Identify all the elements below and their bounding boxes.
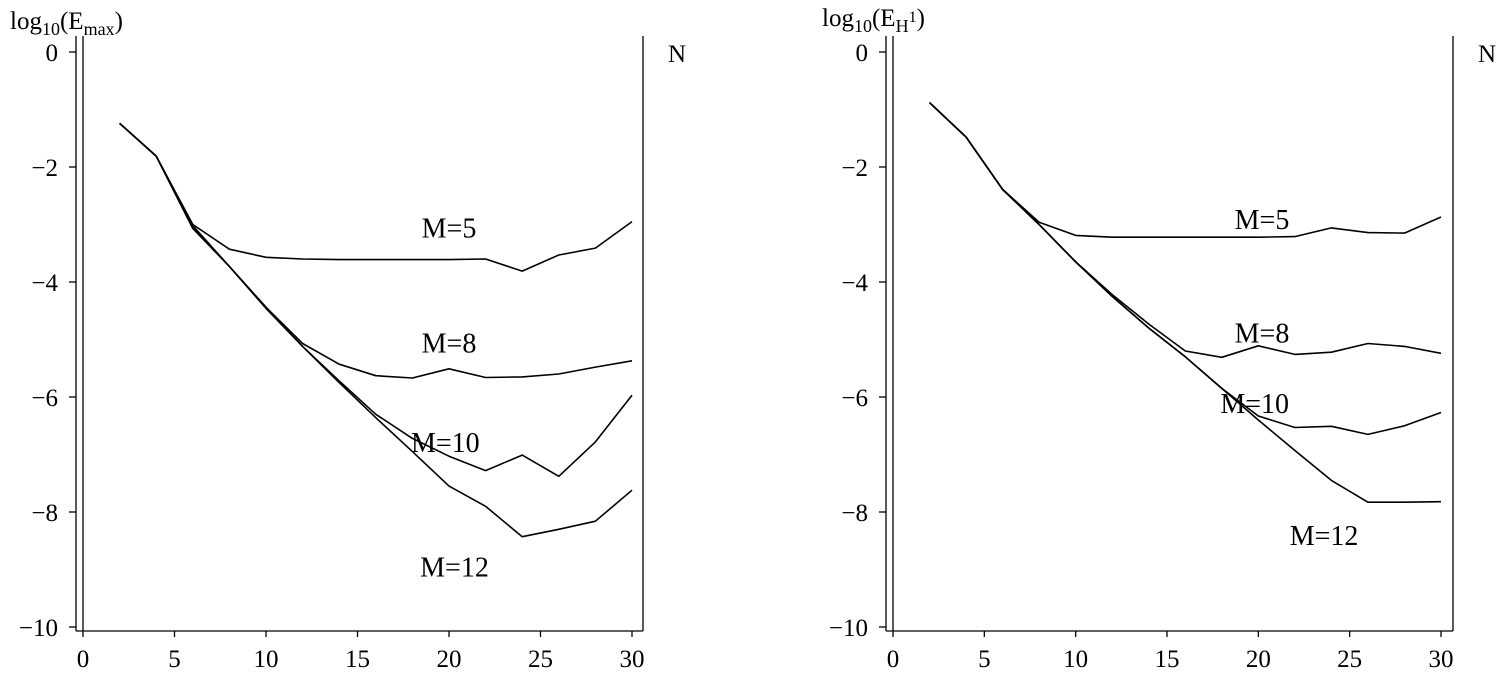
x-tick-label: 5 bbox=[168, 646, 181, 673]
series-annotation: M=12 bbox=[420, 553, 489, 584]
y-tick-label: −6 bbox=[31, 385, 58, 412]
x-tick-label: 30 bbox=[620, 646, 645, 673]
y-tick-label: −8 bbox=[841, 500, 868, 527]
x-tick-label: 25 bbox=[1337, 646, 1362, 673]
svg-text:log10(EH1): log10(EH1) bbox=[822, 5, 925, 36]
x-tick-label: 5 bbox=[978, 646, 991, 673]
y-tick-label: −4 bbox=[31, 270, 58, 297]
series-annotation: M=5 bbox=[422, 213, 477, 244]
y-tick-label: 0 bbox=[46, 40, 59, 67]
y-tick-label: −8 bbox=[31, 500, 58, 527]
ylabel-right: log10(EH1) bbox=[822, 5, 925, 36]
xlabel-left: N bbox=[668, 41, 686, 68]
y-tick-label: −2 bbox=[31, 155, 58, 182]
series-annotation: M=5 bbox=[1235, 205, 1290, 236]
x-tick-label: 20 bbox=[437, 646, 462, 673]
series-line-m10 bbox=[928, 102, 1442, 436]
y-tick-label: −10 bbox=[829, 615, 868, 642]
x-tick-label: 20 bbox=[1246, 646, 1271, 673]
svg-text:log10(Emax): log10(Emax) bbox=[10, 8, 123, 39]
series-annotation: M=8 bbox=[1235, 319, 1290, 350]
series-annotation: M=10 bbox=[411, 428, 480, 459]
y-tick-label: −10 bbox=[19, 615, 58, 642]
chart-left: log10(Emax) N 0 −2 −4 −6 −8 −10 0 5 10 15 20 25 30 M=… bbox=[10, 8, 686, 673]
xlabel-right: N bbox=[1478, 41, 1496, 68]
x-tick-label: 15 bbox=[345, 646, 370, 673]
y-tick-label: −4 bbox=[841, 270, 868, 297]
x-tick-label: 15 bbox=[1155, 646, 1180, 673]
y-tick-label: −6 bbox=[841, 385, 868, 412]
series-annotation: M=8 bbox=[422, 328, 477, 359]
ylabel-left: log10(Emax) bbox=[10, 8, 123, 39]
x-tick-label: 30 bbox=[1429, 646, 1454, 673]
chart-right: log10(EH1) N 0 −2 −4 −6 −8 −10 0 5 10 15 20 25 30 M=5… bbox=[822, 5, 1496, 673]
series-line-m5 bbox=[119, 122, 633, 272]
y-tick-label: −2 bbox=[841, 155, 868, 182]
y-tick-label: 0 bbox=[856, 40, 869, 67]
series-line-m12 bbox=[928, 102, 1442, 504]
x-tick-label: 25 bbox=[528, 646, 553, 673]
x-tick-label: 0 bbox=[77, 646, 90, 673]
series-line-m8 bbox=[928, 102, 1442, 359]
x-tick-label: 10 bbox=[254, 646, 279, 673]
plot-area-right: 0 −2 −4 −6 −8 −10 0 5 10 15 20 25 30 M=5 M=8 M=10 M=12 bbox=[829, 36, 1454, 673]
series-line-m12 bbox=[119, 122, 633, 538]
x-tick-label: 10 bbox=[1063, 646, 1088, 673]
series-annotation: M=10 bbox=[1220, 389, 1289, 420]
series-line-m8 bbox=[119, 122, 633, 379]
series-line-m5 bbox=[928, 102, 1442, 238]
plot-area-left: 0 −2 −4 −6 −8 −10 0 5 10 15 20 25 30 M=5 M=8 M=10 M=12 bbox=[19, 36, 645, 673]
series-annotation: M=12 bbox=[1290, 521, 1359, 552]
series-line-m10 bbox=[119, 122, 633, 478]
x-tick-label: 0 bbox=[887, 646, 900, 673]
